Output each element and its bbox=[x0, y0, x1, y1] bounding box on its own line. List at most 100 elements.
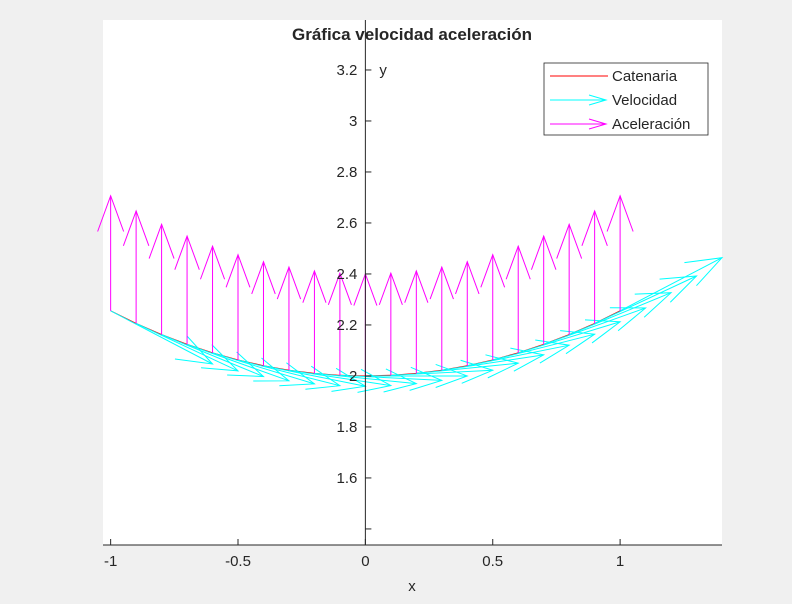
velocity-arrow-head bbox=[684, 257, 724, 287]
acceleration-arrow-head bbox=[225, 253, 251, 288]
velocity-arrow-shaft bbox=[416, 362, 519, 374]
velocity-arrow bbox=[339, 366, 444, 391]
acceleration-arrow-head bbox=[606, 194, 634, 232]
velocity-arrow-shaft bbox=[492, 333, 595, 361]
velocity-arrow-head bbox=[253, 357, 291, 382]
velocity-arrow bbox=[186, 343, 291, 382]
acceleration-arrow bbox=[480, 253, 506, 360]
velocity-arrow bbox=[212, 352, 316, 387]
acceleration-arrow-head bbox=[429, 265, 454, 300]
acceleration-arrow bbox=[148, 222, 175, 335]
y-tick-label: 2.6 bbox=[337, 215, 358, 232]
acceleration-arrow bbox=[302, 269, 327, 374]
acceleration-arrow-head bbox=[378, 271, 403, 306]
velocity-arrow bbox=[543, 307, 647, 345]
acceleration-arrow bbox=[455, 260, 480, 366]
acceleration-arrow bbox=[556, 222, 583, 335]
velocity-arrow bbox=[492, 330, 597, 361]
velocity-arrow-head bbox=[460, 359, 495, 384]
x-tick-label: 0.5 bbox=[482, 553, 503, 570]
velocity-arrow bbox=[518, 319, 622, 354]
legend-label-velocidad: Velocidad bbox=[612, 92, 677, 109]
velocity-arrow-shaft bbox=[594, 275, 697, 324]
acceleration-arrow-head bbox=[200, 244, 226, 280]
acceleration-arrow bbox=[378, 271, 403, 376]
acceleration-arrow bbox=[200, 244, 226, 353]
y-tick-label: 2.2 bbox=[337, 317, 358, 334]
velocity-arrow-shaft bbox=[568, 292, 672, 336]
chart-title: Gráfica velocidad aceleración bbox=[292, 25, 532, 44]
velocity-arrow bbox=[365, 363, 469, 388]
velocity-arrow-head bbox=[383, 368, 418, 393]
acceleration-arrow-head bbox=[556, 222, 583, 259]
x-axis-label: x bbox=[408, 578, 416, 595]
acceleration-arrow bbox=[530, 234, 557, 345]
legend-label-catenaria: Catenaria bbox=[612, 68, 678, 85]
velocity-arrow-head bbox=[609, 307, 647, 332]
legend-swatch-velocidad bbox=[550, 94, 608, 106]
legend-swatch-aceleracion bbox=[550, 118, 608, 130]
velocity-arrow bbox=[416, 354, 520, 379]
velocity-arrow-shaft bbox=[263, 365, 366, 387]
velocity-arrow-shaft bbox=[110, 310, 213, 365]
acceleration-arrow-head bbox=[148, 222, 175, 259]
acceleration-arrow bbox=[174, 234, 200, 345]
velocity-arrow-head bbox=[201, 344, 240, 372]
acceleration-arrow-head bbox=[302, 269, 327, 303]
velocity-arrow-shaft bbox=[186, 343, 290, 382]
x-tick-label: 0 bbox=[361, 553, 369, 570]
velocity-arrow-shaft bbox=[212, 352, 315, 385]
x-tick-label: 1 bbox=[616, 553, 624, 570]
velocity-arrow-head bbox=[357, 368, 393, 393]
velocity-arrow-head bbox=[560, 330, 597, 355]
velocity-arrow-shaft bbox=[441, 354, 544, 371]
y-tick-label: 2 bbox=[349, 368, 357, 385]
velocity-arrow-head bbox=[510, 347, 546, 372]
x-tick-label: -1 bbox=[104, 553, 117, 570]
y-tick-label: 1.8 bbox=[337, 419, 358, 436]
acceleration-arrow-head bbox=[276, 265, 302, 300]
velocity-arrow bbox=[161, 334, 265, 378]
velocity-arrow bbox=[135, 322, 240, 372]
acceleration-arrow-head bbox=[327, 271, 352, 306]
acceleration-arrow-head bbox=[455, 260, 480, 295]
acceleration-arrow bbox=[505, 244, 531, 353]
velocity-arrow-head bbox=[227, 351, 265, 378]
velocity-arrow-shaft bbox=[619, 257, 723, 312]
acceleration-arrow bbox=[276, 265, 302, 371]
acceleration-arrow bbox=[606, 194, 634, 311]
acceleration-arrow bbox=[251, 260, 276, 366]
acceleration-arrow-head bbox=[251, 260, 276, 295]
velocity-arrow-head bbox=[659, 275, 698, 303]
velocity-arrow bbox=[619, 257, 724, 312]
acceleration-arrow-head bbox=[530, 234, 557, 270]
acceleration-arrow bbox=[429, 265, 454, 371]
velocity-arrow-shaft bbox=[518, 321, 621, 354]
acceleration-arrow bbox=[225, 253, 251, 360]
velocity-arrow bbox=[594, 275, 698, 324]
axes: -1 -0.5 0 0.5 1 1.6 1.8 2 2.2 2.4 2.6 2.8 3 3.2 bbox=[103, 20, 722, 570]
velocity-arrow-head bbox=[584, 319, 622, 344]
legend[interactable]: Catenaria Velocidad Aceleración bbox=[543, 62, 709, 136]
velocity-arrow-shaft bbox=[390, 369, 493, 376]
acceleration-arrow bbox=[404, 269, 429, 374]
velocity-arrow bbox=[237, 359, 342, 390]
acceleration-arrow-head bbox=[581, 209, 608, 246]
acceleration-arrow bbox=[327, 271, 352, 376]
acceleration-arrow bbox=[581, 209, 608, 324]
velocity-arrow-head bbox=[535, 339, 571, 364]
velocity-arrow-head bbox=[279, 362, 316, 387]
velocity-arrow bbox=[110, 310, 214, 365]
acceleration-arrow bbox=[122, 209, 150, 324]
y-axis-label: y bbox=[379, 62, 387, 79]
velocity-arrow bbox=[441, 347, 546, 372]
legend-box bbox=[543, 62, 709, 136]
acceleration-arrow-head bbox=[174, 234, 200, 270]
velocity-arrow-head bbox=[634, 292, 673, 318]
plot-area bbox=[97, 194, 724, 393]
velocity-arrow-head bbox=[435, 363, 469, 388]
velocity-arrow-shaft bbox=[237, 359, 341, 387]
velocity-arrow-head bbox=[305, 365, 342, 390]
velocity-arrow-head bbox=[174, 335, 214, 365]
